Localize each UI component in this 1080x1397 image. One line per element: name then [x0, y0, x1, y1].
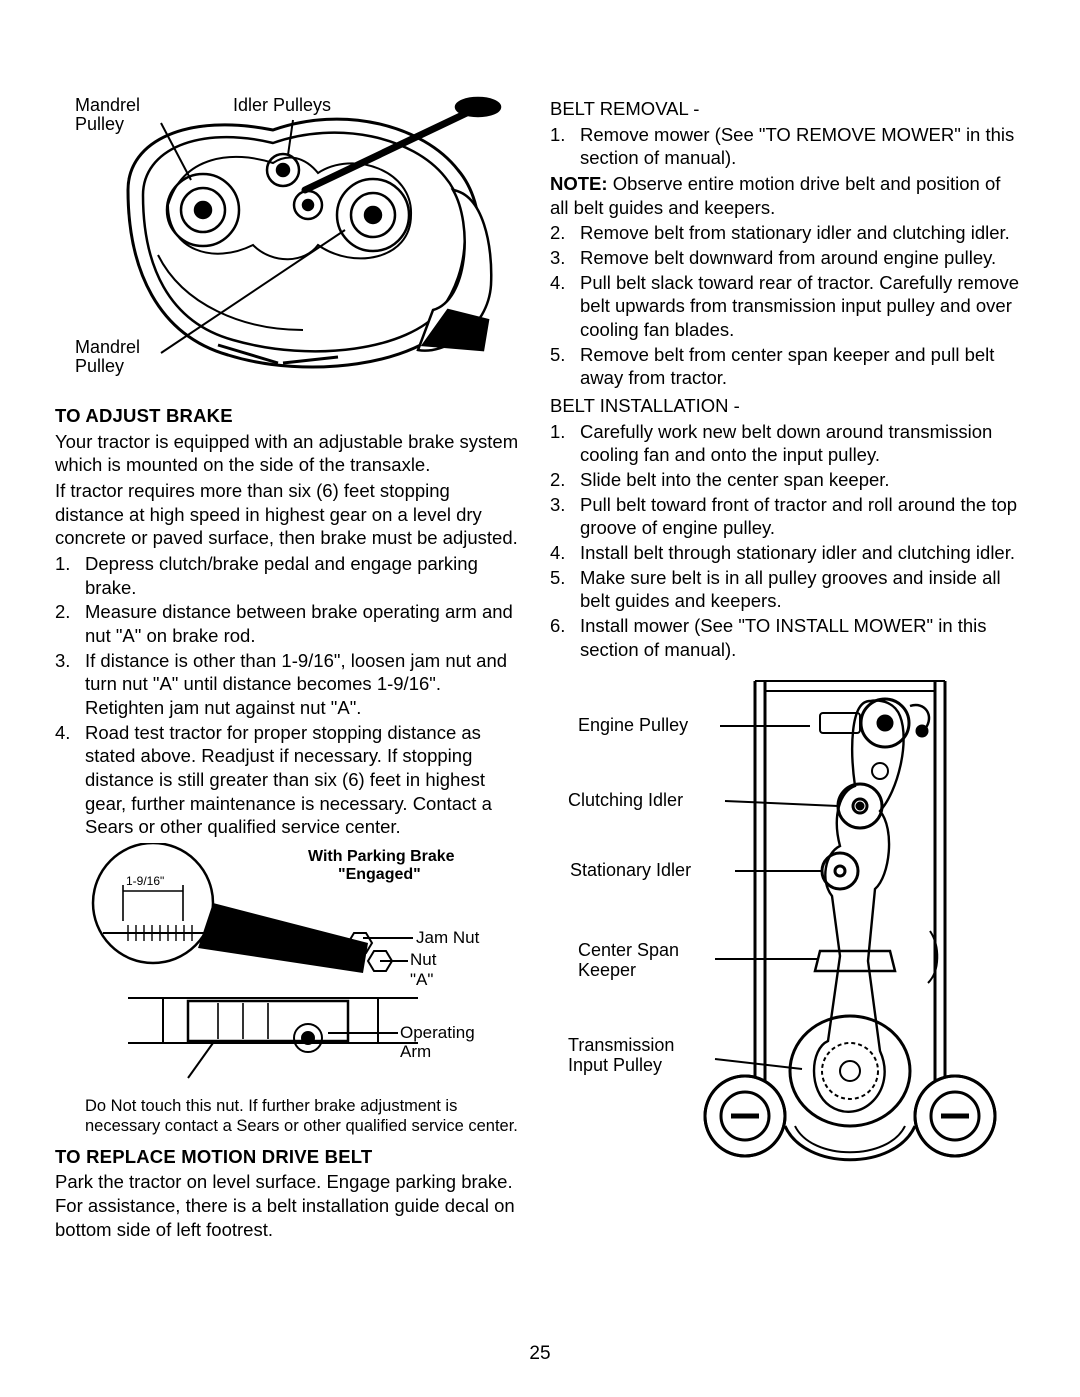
belt-removal-note: NOTE: Observe entire motion drive belt a… — [550, 172, 1020, 219]
brake-dia-title2: "Engaged" — [338, 866, 421, 883]
left-column: Mandrel Pulley Idler Pulleys Mandrel Pul… — [55, 95, 520, 1241]
step-text: Install mower (See "TO INSTALL MOWER" in… — [580, 615, 987, 660]
label-keeper: Keeper — [578, 960, 636, 980]
step-text: Slide belt into the center span keeper. — [580, 469, 890, 490]
page-number: 25 — [0, 1343, 1080, 1365]
step-text: Road test tractor for proper stopping di… — [85, 722, 492, 838]
step-text: Install belt through stationary idler an… — [580, 542, 1015, 563]
belt-install-list: 1.Carefully work new belt down around tr… — [550, 420, 1020, 662]
step-text: Pull belt toward front of tractor and ro… — [580, 494, 1017, 539]
brake-dia-op1: Operating — [400, 1023, 475, 1042]
belt-routing-diagram: Engine Pulley Clutching Idler Stationary… — [550, 671, 1020, 1191]
label-center-span: Center Span — [578, 940, 679, 960]
brake-steps-list: 1.Depress clutch/brake pedal and engage … — [55, 552, 520, 839]
brake-dia-a: "A" — [410, 970, 433, 989]
list-item: 4.Road test tractor for proper stopping … — [55, 721, 520, 839]
step-text: If distance is other than 1-9/16", loose… — [85, 650, 507, 718]
label-mandrel-top: Mandrel — [75, 95, 140, 115]
step-text: Remove belt from center span keeper and … — [580, 344, 994, 389]
list-item: 2.Slide belt into the center span keeper… — [550, 468, 1020, 492]
heading-belt-install: BELT INSTALLATION - — [550, 394, 1020, 418]
list-item: 6.Install mower (See "TO INSTALL MOWER" … — [550, 614, 1020, 661]
brake-diagram-caption: Do Not touch this nut. If further brake … — [85, 1097, 520, 1137]
step-text: Carefully work new belt down around tran… — [580, 421, 992, 466]
brake-dia-nut: Nut — [410, 950, 437, 969]
label-transmission: Transmission — [568, 1035, 674, 1055]
list-item: 4.Pull belt slack toward rear of tractor… — [550, 271, 1020, 342]
label-engine-pulley: Engine Pulley — [578, 715, 688, 735]
list-item: 2.Measure distance between brake operati… — [55, 600, 520, 647]
note-label: NOTE: — [550, 173, 608, 194]
label-clutching-idler: Clutching Idler — [568, 790, 683, 810]
step-text: Depress clutch/brake pedal and engage pa… — [85, 553, 478, 598]
heading-replace-belt: TO REPLACE MOTION DRIVE BELT — [55, 1145, 520, 1169]
list-item: 3.If distance is other than 1-9/16", loo… — [55, 649, 520, 720]
label-pulley-top: Pulley — [75, 114, 124, 134]
list-item: 1.Carefully work new belt down around tr… — [550, 420, 1020, 467]
heading-belt-removal: BELT REMOVAL - — [550, 97, 1020, 121]
belt-removal-list: 1.Remove mower (See "TO REMOVE MOWER" in… — [550, 123, 1020, 170]
label-mandrel-bottom: Mandrel — [75, 337, 140, 357]
brake-dia-title1: With Parking Brake — [308, 848, 455, 865]
brake-intro-2: If tractor requires more than six (6) fe… — [55, 479, 520, 550]
step-text: Pull belt slack toward rear of tractor. … — [580, 272, 1019, 340]
heading-adjust-brake: TO ADJUST BRAKE — [55, 404, 520, 428]
label-stationary-idler: Stationary Idler — [570, 860, 691, 880]
brake-intro-1: Your tractor is equipped with an adjusta… — [55, 430, 520, 477]
mower-deck-diagram: Mandrel Pulley Idler Pulleys Mandrel Pul… — [55, 95, 520, 390]
list-item: 3.Remove belt downward from around engin… — [550, 246, 1020, 270]
brake-dia-dim: 1-9/16" — [126, 874, 164, 888]
list-item: 4.Install belt through stationary idler … — [550, 541, 1020, 565]
list-item: 3.Pull belt toward front of tractor and … — [550, 493, 1020, 540]
label-input-pulley: Input Pulley — [568, 1055, 662, 1075]
brake-dia-op2: Arm — [400, 1042, 431, 1061]
step-text: Measure distance between brake operating… — [85, 601, 513, 646]
label-idler-pulleys: Idler Pulleys — [233, 95, 331, 115]
right-column: BELT REMOVAL - 1.Remove mower (See "TO R… — [550, 95, 1020, 1241]
label-pulley-bottom: Pulley — [75, 356, 124, 376]
note-text: Observe entire motion drive belt and pos… — [550, 173, 1000, 218]
list-item: 1.Depress clutch/brake pedal and engage … — [55, 552, 520, 599]
belt-removal-list-2: 2.Remove belt from stationary idler and … — [550, 221, 1020, 390]
step-text: Remove belt from stationary idler and cl… — [580, 222, 1010, 243]
list-item: 5.Remove belt from center span keeper an… — [550, 343, 1020, 390]
replace-belt-intro: Park the tractor on level surface. Engag… — [55, 1170, 520, 1241]
step-text: Make sure belt is in all pulley grooves … — [580, 567, 1001, 612]
list-item: 2.Remove belt from stationary idler and … — [550, 221, 1020, 245]
step-text: Remove mower (See "TO REMOVE MOWER" in t… — [580, 124, 1014, 169]
brake-dia-jamnut: Jam Nut — [416, 928, 480, 947]
brake-adjustment-diagram: With Parking Brake "Engaged" 1-9/16" Jam… — [55, 843, 520, 1093]
list-item: 5.Make sure belt is in all pulley groove… — [550, 566, 1020, 613]
list-item: 1.Remove mower (See "TO REMOVE MOWER" in… — [550, 123, 1020, 170]
step-text: Remove belt downward from around engine … — [580, 247, 996, 268]
